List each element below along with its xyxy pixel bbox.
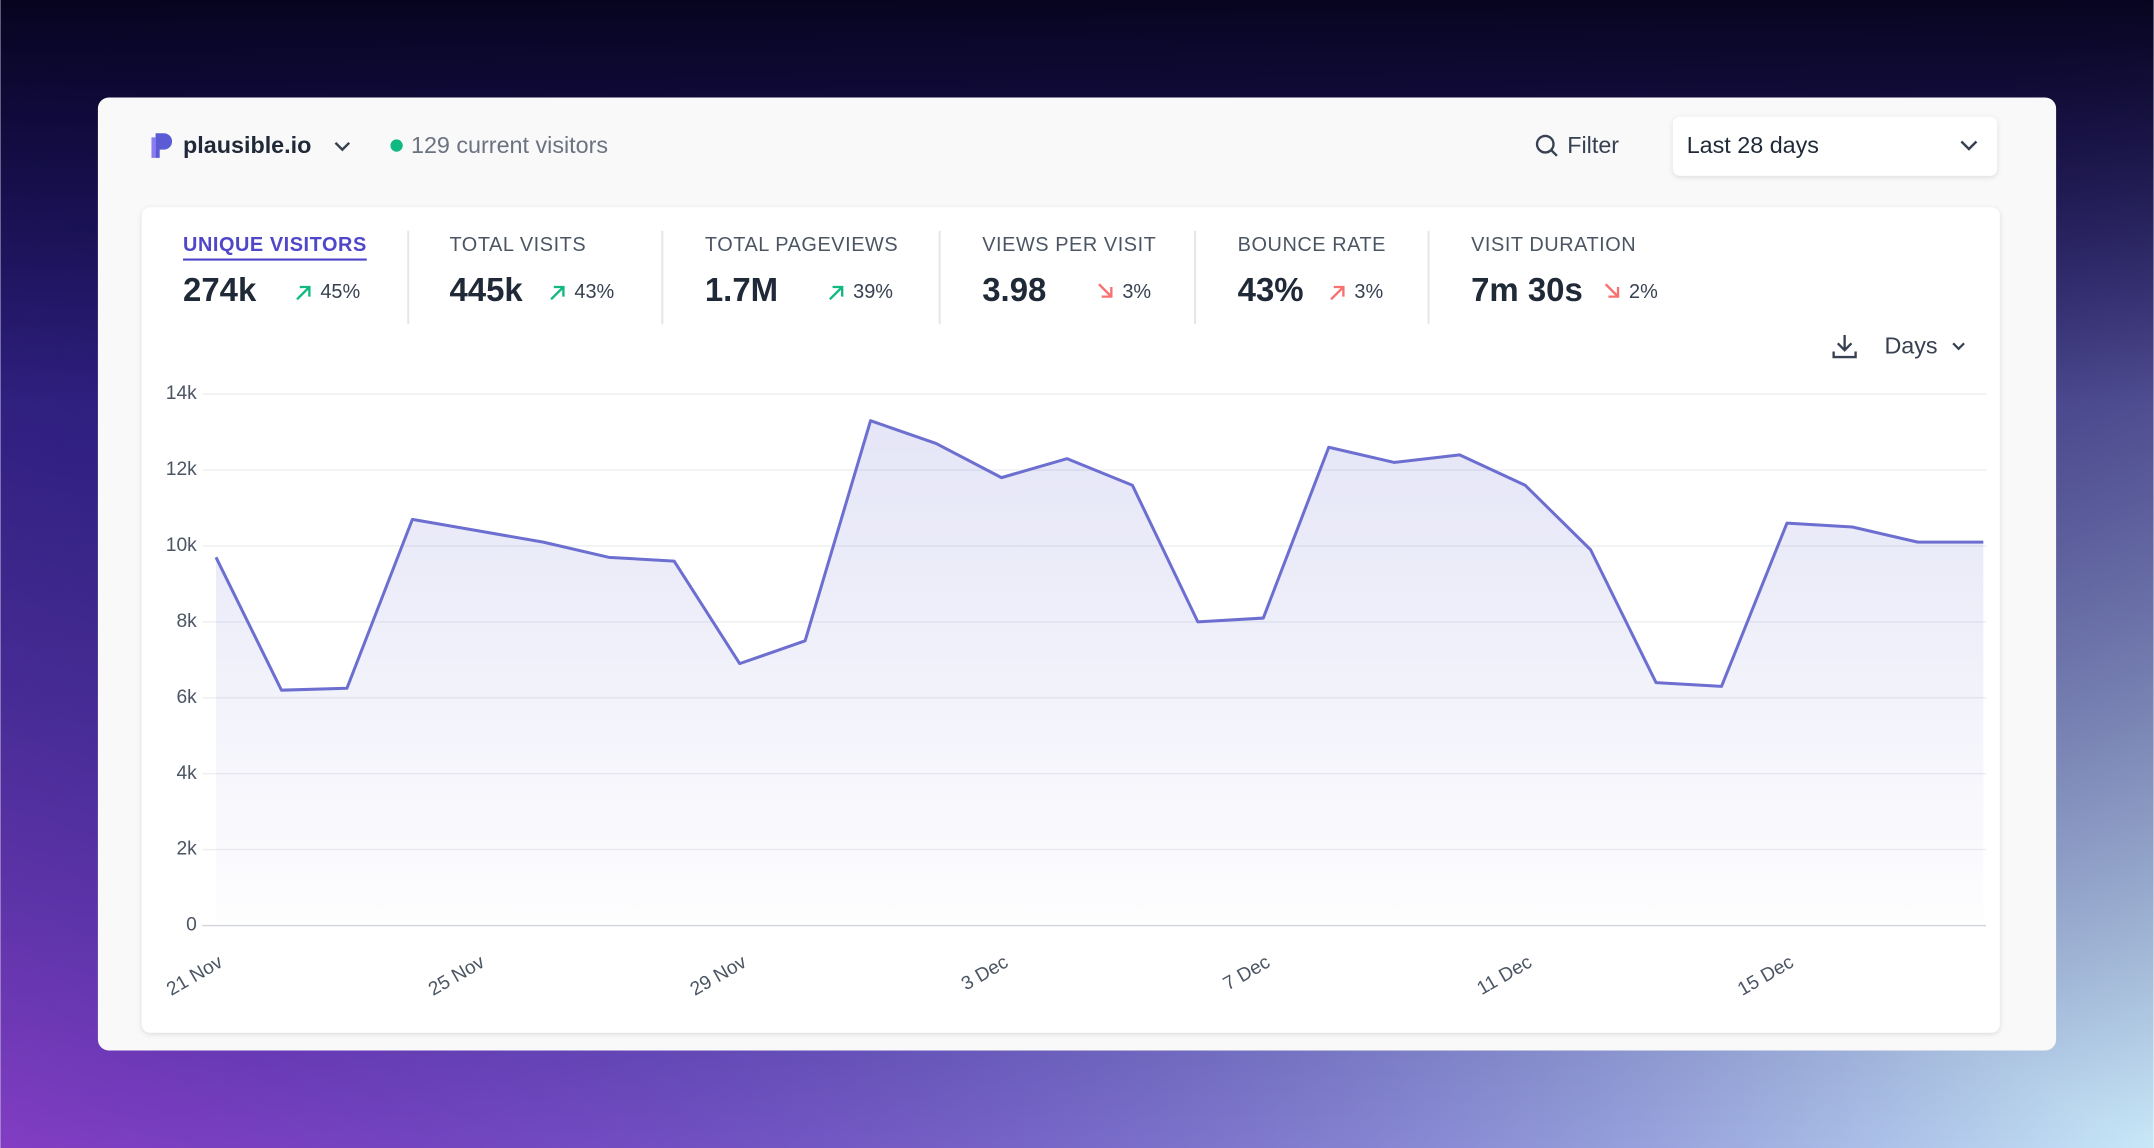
search-icon-handle: [1550, 149, 1558, 157]
trend-arrow: [550, 285, 565, 301]
metric-tab[interactable]: VISIT DURATION 7m 30s 2%: [1471, 234, 1658, 308]
y-tick-label: 4k: [176, 763, 197, 784]
metric-tab[interactable]: TOTAL PAGEVIEWS 1.7M 39%: [705, 234, 898, 308]
interval-label: Days: [1884, 333, 1937, 359]
trend-arrow: [1330, 285, 1345, 301]
y-tick-label: 8k: [176, 611, 197, 632]
current-visitors[interactable]: 129 current visitors: [411, 132, 608, 158]
filter-label: Filter: [1567, 132, 1619, 158]
metric-change: 3%: [1354, 281, 1383, 303]
chevron: [334, 141, 351, 152]
live-dot: [390, 139, 403, 152]
metric-value: 274k: [183, 271, 257, 308]
metric-tab[interactable]: BOUNCE RATE 43% 3%: [1238, 234, 1386, 308]
metric-value: 43%: [1238, 271, 1304, 308]
metric-label: BOUNCE RATE: [1238, 234, 1386, 256]
metric-tab[interactable]: UNIQUE VISITORS 274k 45%: [183, 234, 367, 308]
metric-label: VISIT DURATION: [1471, 234, 1636, 256]
date-range-label: Last 28 days: [1687, 132, 1819, 158]
download-icon: [1832, 335, 1857, 359]
y-tick-label: 0: [186, 915, 197, 936]
filter-button[interactable]: Filter: [1535, 132, 1619, 158]
metric-value: 7m 30s: [1471, 271, 1583, 308]
metric-label: TOTAL VISITS: [449, 234, 586, 256]
site-name: plausible.io: [183, 132, 311, 158]
metric-label: UNIQUE VISITORS: [183, 234, 367, 256]
metric-change: 43%: [574, 281, 614, 303]
y-tick-label: 6k: [176, 687, 197, 708]
metric-value: 1.7M: [705, 271, 778, 308]
logo-part: [151, 137, 156, 158]
area: [216, 420, 1984, 926]
logo: [155, 133, 173, 158]
date-range-picker[interactable]: Last 28 days: [1672, 116, 1998, 176]
metric-value: 445k: [449, 271, 523, 308]
search-icon: [1535, 134, 1555, 154]
chevron: [1952, 342, 1965, 351]
metric-value: 3.98: [982, 271, 1046, 308]
metric-change: 3%: [1122, 281, 1151, 303]
trend-arrow: [1604, 283, 1620, 298]
trend-arrow: [828, 285, 844, 301]
y-tick-label: 10k: [166, 535, 197, 556]
y-tick-label: 12k: [166, 459, 197, 480]
trend-arrow: [1098, 283, 1113, 298]
interval-picker[interactable]: Days: [1832, 333, 1965, 359]
metric-tab[interactable]: VIEWS PER VISIT 3.98 3%: [982, 234, 1156, 308]
metrics-row: UNIQUE VISITORS 274k 45% TOTAL VISITS 445k 43…: [183, 230, 1658, 325]
line: [214, 419, 1984, 692]
y-tick-label: 14k: [166, 383, 197, 404]
y-tick-label: 2k: [176, 839, 197, 860]
site-switcher[interactable]: plausible.io: [151, 132, 351, 158]
metric-change: 39%: [853, 281, 893, 303]
metric-change: 2%: [1629, 281, 1658, 303]
dropdown-box: [1672, 116, 1998, 176]
metric-change: 45%: [320, 281, 360, 303]
chevron: [1960, 140, 1978, 151]
metric-label: TOTAL PAGEVIEWS: [705, 234, 898, 256]
metric-tab[interactable]: TOTAL VISITS 445k 43%: [449, 234, 614, 308]
metric-label: VIEWS PER VISIT: [982, 234, 1156, 256]
trend-arrow: [296, 285, 311, 301]
